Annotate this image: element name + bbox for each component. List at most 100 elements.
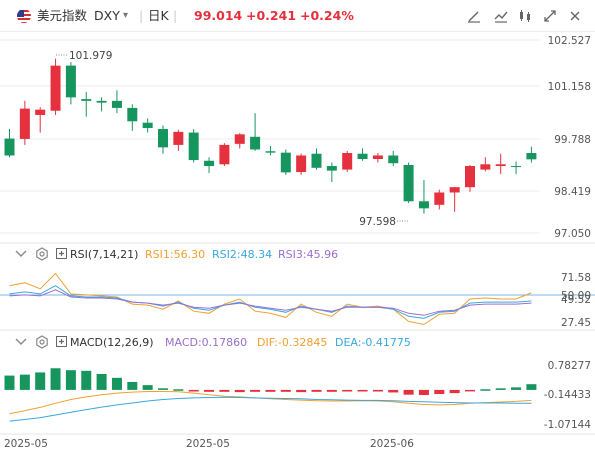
rsi1-value: RSI1:56.30 bbox=[145, 248, 205, 261]
symbol-dropdown-caret[interactable]: ▾ bbox=[123, 10, 129, 21]
rsi-series bbox=[9, 272, 532, 326]
chart-area[interactable]: 102.527 101.158 99.788 98.419 97.050 101… bbox=[0, 31, 595, 453]
macd-bar bbox=[127, 381, 138, 390]
last-price: 99.014 bbox=[194, 8, 243, 23]
price-tick-label: 97.050 bbox=[554, 228, 591, 240]
candle-body bbox=[526, 153, 537, 160]
price-tick-label: 98.419 bbox=[554, 186, 591, 198]
symbol-code[interactable]: DXY bbox=[94, 8, 120, 23]
macd-bar bbox=[495, 388, 506, 390]
macd-bar bbox=[434, 389, 445, 395]
macd-bar bbox=[342, 389, 353, 392]
rsi-tick-label: 50.00 bbox=[561, 290, 591, 302]
macd-bar bbox=[511, 387, 522, 390]
macd-value: MACD:0.17860 bbox=[165, 336, 247, 349]
rsi3-line bbox=[9, 289, 532, 316]
toolbar-divider: | bbox=[173, 8, 178, 23]
macd-signal-lines bbox=[9, 391, 532, 422]
macd-bar bbox=[35, 372, 46, 390]
macd-bar bbox=[280, 389, 291, 392]
candle-body bbox=[127, 107, 138, 122]
indicator-icon[interactable] bbox=[518, 9, 532, 23]
candle-body bbox=[403, 164, 414, 202]
dif-line bbox=[9, 391, 532, 415]
macd-tick-label: -0.14433 bbox=[544, 389, 591, 401]
macd-bar bbox=[19, 374, 30, 390]
settings-icon[interactable] bbox=[568, 9, 582, 23]
rsi-tick-label: 71.58 bbox=[561, 272, 591, 284]
rsi3-value: RSI3:45.96 bbox=[278, 248, 338, 261]
candle-body bbox=[326, 166, 337, 171]
date-tick-label: 2025-06 bbox=[370, 438, 414, 450]
price-pane: 102.527 101.158 99.788 98.419 97.050 101… bbox=[0, 35, 591, 240]
toolbar-divider: | bbox=[139, 8, 144, 23]
candle-body bbox=[296, 155, 307, 173]
macd-tick-label: 0.78277 bbox=[548, 360, 591, 372]
macd-histogram bbox=[4, 368, 537, 395]
candle-body bbox=[480, 164, 491, 170]
candle-body bbox=[250, 136, 261, 150]
macd-bar bbox=[357, 389, 368, 392]
candle-body bbox=[204, 160, 215, 167]
macd-bar bbox=[81, 370, 92, 390]
indicator-settings-icon[interactable] bbox=[36, 247, 48, 261]
candle-body bbox=[81, 99, 92, 101]
price-change-percent: +0.24% bbox=[300, 8, 354, 23]
macd-bar bbox=[403, 389, 414, 395]
candle-body bbox=[495, 164, 506, 167]
candle-body bbox=[65, 65, 76, 98]
rsi-tick-label: 49.52 bbox=[561, 294, 591, 306]
indicator-toggle-icon[interactable] bbox=[56, 248, 67, 259]
macd-bar bbox=[173, 389, 184, 391]
macd-title[interactable]: MACD(12,26,9) bbox=[70, 336, 154, 349]
collapse-pane-icon[interactable] bbox=[15, 250, 27, 257]
macd-bar bbox=[418, 389, 429, 395]
candle-body bbox=[311, 153, 322, 168]
price-tick-label: 101.158 bbox=[548, 81, 591, 93]
high-price-label: 101.979 bbox=[69, 50, 112, 62]
candle-body bbox=[142, 122, 153, 128]
macd-bar bbox=[265, 389, 276, 392]
compare-icon[interactable] bbox=[494, 9, 508, 23]
rsi2-line bbox=[9, 285, 532, 319]
symbol-name[interactable]: 美元指数 bbox=[37, 8, 88, 23]
macd-bar bbox=[388, 389, 399, 393]
candle-body bbox=[465, 166, 475, 188]
indicator-settings-icon[interactable] bbox=[36, 335, 48, 349]
low-price-label: 97.598 bbox=[359, 216, 396, 228]
macd-bar bbox=[4, 375, 15, 390]
macd-pane: MACD(12,26,9) MACD:0.17860 DIF:-0.32845 … bbox=[4, 335, 591, 431]
chart-toolbar: 美元指数 DXY ▾ | 日K | 99.014 +0.241 +0.24% bbox=[0, 0, 595, 32]
rsi1-line bbox=[9, 272, 532, 326]
candle-body bbox=[111, 100, 122, 108]
macd-bar bbox=[250, 389, 261, 392]
macd-bar bbox=[158, 388, 168, 390]
date-tick-label: 2025-05 bbox=[4, 438, 48, 450]
candlestick-series bbox=[4, 58, 537, 214]
macd-bar bbox=[188, 389, 199, 392]
interval-select[interactable]: 日K bbox=[148, 8, 169, 23]
collapse-pane-icon[interactable] bbox=[15, 338, 27, 345]
macd-bar bbox=[526, 384, 537, 390]
fullscreen-icon[interactable] bbox=[543, 9, 557, 23]
indicator-toggle-icon[interactable] bbox=[56, 336, 67, 347]
candle-body bbox=[434, 192, 445, 205]
macd-bar bbox=[142, 385, 153, 390]
candle-body bbox=[418, 201, 429, 209]
draw-line-icon[interactable] bbox=[467, 9, 481, 23]
macd-bar bbox=[372, 389, 383, 392]
macd-bar bbox=[326, 389, 337, 392]
macd-bar bbox=[311, 389, 322, 392]
candle-body bbox=[265, 151, 276, 153]
candle-body bbox=[188, 132, 199, 161]
macd-bar bbox=[465, 389, 475, 392]
price-tick-label: 99.788 bbox=[554, 134, 591, 146]
price-change: +0.241 bbox=[246, 8, 297, 23]
rsi-title[interactable]: RSI(7,14,21) bbox=[70, 248, 138, 261]
dea-value: DEA:-0.41775 bbox=[335, 336, 411, 349]
candle-body bbox=[372, 155, 383, 159]
candle-body bbox=[4, 138, 15, 156]
us-flag-icon bbox=[17, 9, 31, 23]
candle-body bbox=[158, 129, 168, 148]
macd-bar bbox=[449, 389, 460, 394]
